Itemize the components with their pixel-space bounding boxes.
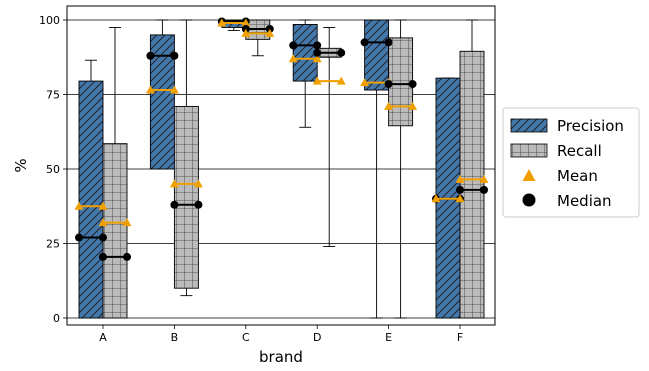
recall-median-point [480, 185, 488, 194]
recall-mean-point [98, 218, 108, 227]
legend-label-precision: Precision [557, 117, 624, 135]
precision-mean-point [360, 78, 370, 87]
legend-label-mean: Mean [557, 167, 598, 185]
y-axis: 0 25 50 75 100 [39, 14, 67, 325]
x-axis-label: brand [259, 348, 303, 366]
x-tick-label: E [385, 331, 392, 344]
precision-mean-point [98, 201, 108, 210]
recall-box [102, 143, 128, 319]
precision-mean-point [74, 201, 84, 210]
precision-box [78, 80, 104, 319]
gridlines [67, 19, 495, 319]
legend: Precision Recall Mean Median [502, 107, 640, 218]
legend-marker-mean [522, 169, 536, 181]
recall-median-point [456, 185, 464, 194]
recall-median-point [123, 252, 131, 261]
x-tick-label: B [171, 331, 179, 344]
recall-median-point [313, 48, 322, 57]
precision-median-point [289, 41, 298, 50]
recall-median-point [194, 200, 203, 209]
legend-swatch-precision [510, 118, 548, 133]
y-tick-label: 100 [39, 14, 60, 27]
recall-mean-point [384, 101, 394, 110]
precision-median-point [170, 51, 179, 60]
x-tick-label: C [242, 331, 250, 344]
precision-mean-point [145, 85, 155, 94]
recall-mean-point [193, 179, 203, 188]
precision-mean-point [455, 194, 465, 203]
precision-mean-point [169, 85, 179, 94]
precision-mean-point [217, 18, 227, 27]
y-tick-label: 25 [46, 238, 60, 251]
legend-label-median: Median [557, 192, 612, 210]
plot-frame [66, 5, 496, 326]
recall-mean-point [336, 76, 346, 85]
legend-frame [502, 107, 640, 218]
legend-marker-median [522, 193, 536, 207]
precision-mean-point [431, 194, 441, 203]
y-tick-label: 75 [46, 89, 60, 102]
recall-median-point [99, 252, 107, 261]
precision-mean-point [312, 54, 322, 63]
recall-mean-point [241, 28, 251, 37]
recall-box [388, 37, 414, 127]
precision-median-point [384, 38, 393, 47]
precision-mean-point [288, 54, 298, 63]
y-axis-label: % [12, 158, 30, 172]
precision-median-point [313, 41, 322, 50]
recall-median-point [384, 80, 393, 89]
legend-swatch-recall [510, 143, 548, 158]
markers [74, 17, 489, 261]
y-tick-label: 50 [46, 163, 60, 176]
recall-median-point [170, 200, 179, 209]
precision-box [149, 34, 175, 170]
recall-median-point [337, 48, 346, 57]
precision-mean-point [241, 18, 251, 27]
recall-box [173, 105, 199, 289]
recall-median-point [408, 80, 417, 89]
x-axis: A B C D E F [99, 325, 463, 344]
precision-box [364, 19, 390, 91]
precision-median-point [75, 233, 83, 242]
legend-label-recall: Recall [557, 142, 602, 160]
recall-mean-point [122, 218, 132, 227]
recall-mean-point [169, 179, 179, 188]
recall-box [459, 50, 485, 319]
recall-mean-point [312, 76, 322, 85]
recall-mean-point [265, 28, 275, 37]
precision-median-point [99, 233, 107, 242]
recall-mean-point [455, 174, 465, 183]
precision-median-point [360, 38, 369, 47]
y-tick-label: 0 [53, 312, 60, 325]
x-tick-label: D [313, 331, 321, 344]
recall-mean-point [408, 101, 418, 110]
precision-median-point [146, 51, 155, 60]
x-tick-label: F [457, 331, 463, 344]
recall-mean-point [479, 174, 489, 183]
x-tick-label: A [99, 331, 107, 344]
